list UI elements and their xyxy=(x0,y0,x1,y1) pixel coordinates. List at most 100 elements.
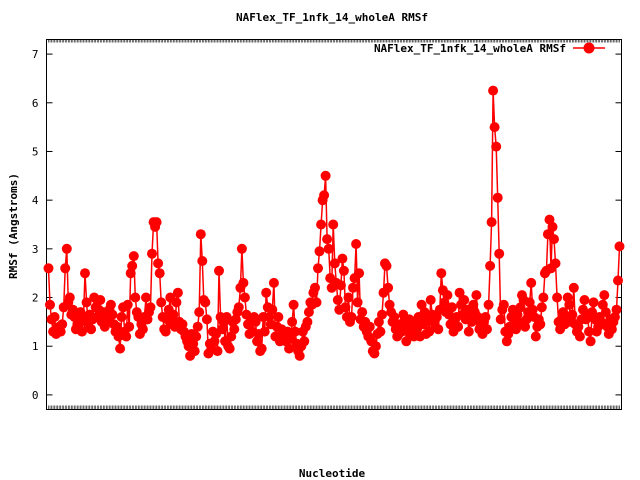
data-point xyxy=(302,316,313,327)
data-point xyxy=(310,282,320,293)
data-point xyxy=(43,263,54,274)
data-point xyxy=(154,268,165,279)
data-point xyxy=(328,219,339,230)
data-point xyxy=(319,190,330,201)
data-point xyxy=(588,297,599,308)
data-point xyxy=(156,297,167,308)
data-point xyxy=(352,297,363,308)
y-tick-label: 7 xyxy=(32,48,39,61)
data-point xyxy=(57,319,68,330)
data-point xyxy=(480,312,491,322)
data-point xyxy=(49,312,60,322)
data-point xyxy=(567,309,578,320)
data-point xyxy=(45,299,55,310)
legend-marker xyxy=(583,42,595,54)
data-point xyxy=(77,326,87,337)
data-point xyxy=(614,241,625,252)
data-point xyxy=(95,295,106,305)
data-point xyxy=(337,253,348,264)
data-point xyxy=(547,221,558,232)
data-point xyxy=(463,326,474,337)
data-point xyxy=(357,307,368,318)
data-point xyxy=(453,321,464,332)
data-point xyxy=(238,277,249,288)
data-point xyxy=(121,331,132,342)
data-point xyxy=(128,251,139,262)
data-point xyxy=(256,343,267,354)
data-point xyxy=(364,321,375,332)
data-point xyxy=(261,287,272,298)
data-point xyxy=(313,263,323,274)
data-point xyxy=(599,290,610,301)
data-point xyxy=(80,268,90,279)
data-point xyxy=(107,309,118,320)
data-point xyxy=(197,256,208,266)
data-point xyxy=(299,336,310,347)
data-point xyxy=(436,268,447,279)
data-point xyxy=(236,243,247,254)
data-point xyxy=(564,299,575,310)
data-point xyxy=(346,312,357,322)
data-point xyxy=(112,321,122,332)
data-point xyxy=(348,282,358,293)
data-point xyxy=(224,343,235,354)
data-point xyxy=(160,326,171,337)
data-point xyxy=(323,243,334,254)
data-point xyxy=(233,302,244,313)
data-point xyxy=(486,217,497,228)
data-point xyxy=(488,85,499,96)
data-point xyxy=(86,324,97,335)
data-point xyxy=(329,258,340,269)
data-point xyxy=(568,282,579,293)
plot-frame xyxy=(46,39,622,410)
data-point xyxy=(81,297,92,308)
data-point xyxy=(137,324,148,335)
series-markers xyxy=(43,85,625,361)
data-point xyxy=(320,170,331,181)
data-point xyxy=(316,219,327,230)
data-point xyxy=(273,312,284,322)
data-point xyxy=(172,287,183,298)
x-axis-label: Nucleotide xyxy=(299,467,366,480)
data-point xyxy=(538,292,549,303)
data-point xyxy=(153,258,164,269)
data-point xyxy=(611,304,622,315)
data-point xyxy=(454,287,465,298)
data-point xyxy=(482,324,492,335)
data-point xyxy=(498,299,509,310)
data-point xyxy=(267,304,278,315)
data-point xyxy=(194,307,205,318)
legend-label: NAFlex_TF_1nfk_14_wholeA RMSf xyxy=(374,42,566,55)
data-point xyxy=(290,326,301,337)
data-point xyxy=(105,299,116,310)
y-tick-label: 1 xyxy=(32,340,39,353)
data-point xyxy=(229,324,240,335)
data-point xyxy=(60,263,71,274)
data-point xyxy=(489,122,500,133)
data-point xyxy=(259,326,270,337)
data-point xyxy=(340,302,351,313)
data-point xyxy=(335,280,346,291)
data-point xyxy=(354,268,365,279)
data-point xyxy=(130,292,141,303)
data-point xyxy=(147,248,157,259)
data-point xyxy=(338,265,349,276)
chart-title: NAFlex_TF_1nfk_14_wholeA RMSf xyxy=(236,11,428,24)
data-point xyxy=(447,302,457,313)
data-point xyxy=(122,299,133,310)
data-point xyxy=(294,350,305,361)
data-point xyxy=(284,343,295,354)
data-point xyxy=(116,312,127,322)
data-point xyxy=(425,295,436,305)
data-point xyxy=(401,336,412,347)
y-axis: 0 1 2 3 4 5 6 7 xyxy=(32,48,622,402)
data-point xyxy=(212,346,223,357)
data-point xyxy=(195,229,206,240)
data-point xyxy=(585,336,596,347)
data-point xyxy=(492,192,503,203)
data-point xyxy=(584,326,594,337)
data-point xyxy=(550,258,561,269)
data-point xyxy=(171,297,182,308)
y-tick-label: 3 xyxy=(32,243,39,256)
